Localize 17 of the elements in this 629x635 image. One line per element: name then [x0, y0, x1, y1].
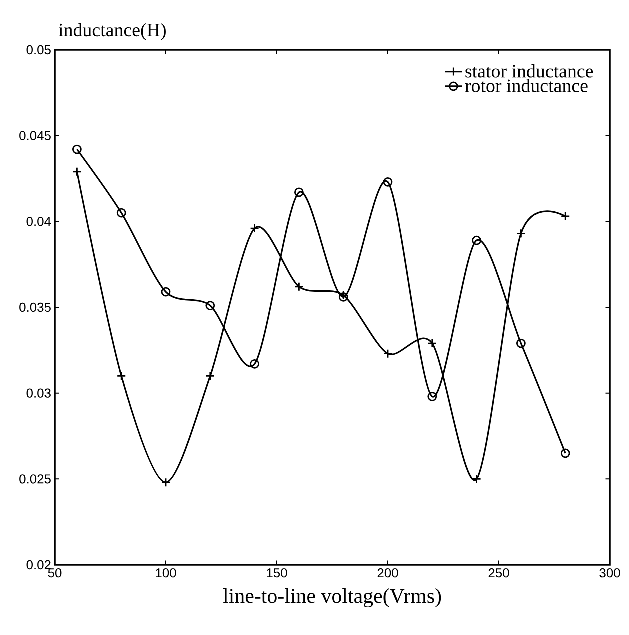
y-tick-label: 0.045: [20, 131, 51, 140]
x-tick-label: 200: [378, 568, 398, 578]
y-axis-title: inductance(H): [58, 23, 166, 40]
x-tick-label: 150: [267, 568, 288, 578]
legend-label: rotor inductance: [465, 79, 588, 92]
y-tick-label: 0.02: [26, 560, 51, 570]
x-tick-label: 250: [488, 568, 510, 578]
x-tick-label: 300: [600, 568, 620, 578]
x-tick-label: 100: [156, 568, 176, 578]
y-tick-label: 0.025: [20, 474, 51, 484]
y-tick-label: 0.05: [26, 45, 51, 55]
legend-label: stator inductance: [466, 64, 594, 78]
x-axis-title: line-to-line voltage(Vrms): [223, 588, 442, 608]
y-tick-label: 0.04: [26, 217, 52, 226]
y-tick-label: 0.035: [20, 302, 51, 312]
x-tick-label: 50: [48, 568, 62, 578]
y-tick-label: 0.03: [26, 388, 51, 398]
